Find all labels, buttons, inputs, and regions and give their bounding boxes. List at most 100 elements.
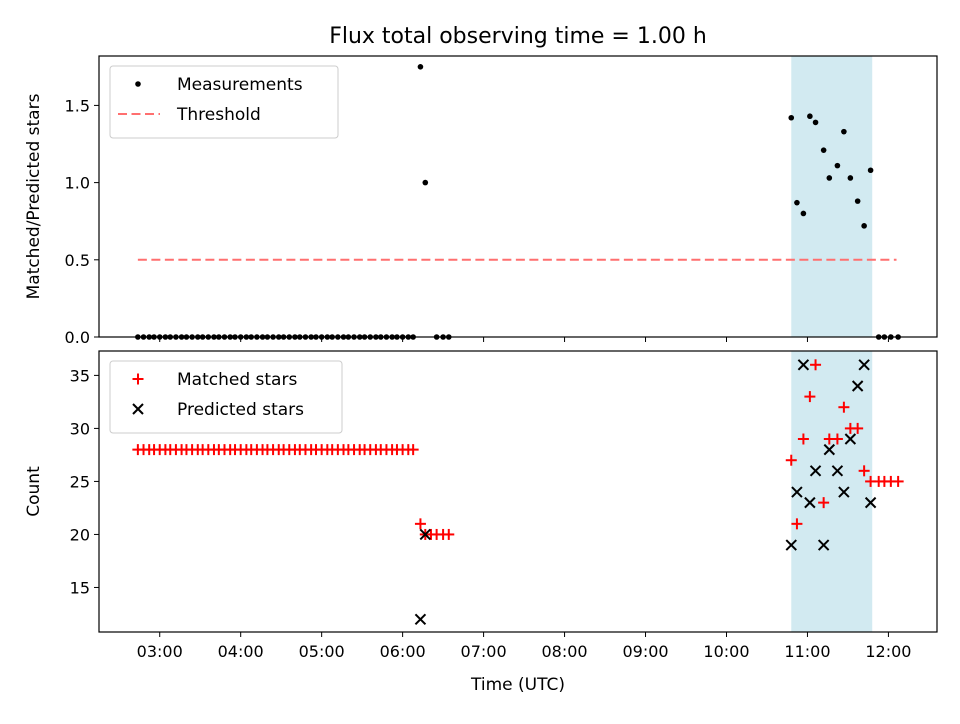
x-axis-label: Time (UTC) xyxy=(470,675,565,695)
matched-star-point xyxy=(797,433,809,445)
x-marker-b xyxy=(844,433,857,445)
x-marker-b xyxy=(804,496,816,509)
bottom-highlight-span xyxy=(791,351,873,632)
measurement-point xyxy=(417,64,424,70)
predicted-star-point xyxy=(414,613,427,625)
predicted-star-point xyxy=(823,443,836,456)
matched-star-point xyxy=(838,401,850,413)
measurement-point xyxy=(794,199,800,206)
legend-box xyxy=(109,65,339,139)
matched-star-point xyxy=(414,518,426,530)
x-marker-b xyxy=(823,443,836,456)
measurement-point xyxy=(841,128,847,135)
x-marker-b xyxy=(851,380,864,392)
x-tick-label: 12:00 xyxy=(865,642,911,661)
predicted-star-point xyxy=(858,359,870,371)
legend-label: Measurements xyxy=(177,75,303,95)
bottom-y-tick-label: 20 xyxy=(70,525,90,544)
predicted-star-point xyxy=(791,486,803,498)
x-marker-b xyxy=(414,613,427,625)
matched-star-point xyxy=(810,359,822,371)
bottom-y-tick-label: 30 xyxy=(70,419,90,438)
measurement-point xyxy=(788,114,795,121)
bottom-series-0 xyxy=(132,359,904,540)
bottom-y-axis-label: Count xyxy=(24,466,44,517)
top-y-tick-label: 0.0 xyxy=(65,328,90,347)
bottom-y-tick-label: 15 xyxy=(70,578,90,597)
matched-star-point xyxy=(858,465,870,477)
predicted-star-point xyxy=(785,539,797,551)
matched-star-point xyxy=(818,497,830,509)
top-y-tick-label: 0.5 xyxy=(65,251,90,270)
x-tick-label: 03:00 xyxy=(137,642,183,661)
measurement-point xyxy=(135,81,141,87)
measurement-point xyxy=(834,162,841,169)
predicted-star-point xyxy=(838,486,850,498)
matched-star-point xyxy=(804,391,816,403)
bottom-panel: 15 20 25 30 35 03:00 04:00 05:00 06:00 07:00 08:00… xyxy=(24,350,938,661)
x-marker-b xyxy=(864,496,877,509)
x-marker-b xyxy=(831,465,844,477)
bottom-legend: Matched stars Predicted stars xyxy=(109,360,343,434)
top-y-tick-label: 1.0 xyxy=(65,174,90,193)
measurement-point xyxy=(861,223,867,229)
top-y-axis-label: Matched/Predicted stars xyxy=(24,93,44,299)
x-tick-label: 05:00 xyxy=(299,642,345,661)
x-marker-b xyxy=(817,539,830,551)
bottom-axes-frame xyxy=(98,350,938,633)
measurement-point xyxy=(867,167,874,174)
top-panel: 0.0 0.5 1.0 1.5 Matched/Predicted stars Measu… xyxy=(24,55,938,347)
top-y-tick-label: 1.5 xyxy=(65,96,90,115)
predicted-star-point xyxy=(864,496,877,509)
chart-title: Flux total observing time = 1.00 h xyxy=(329,24,707,49)
legend-label: Threshold xyxy=(176,105,261,125)
matched-star-point xyxy=(785,454,797,466)
x-tick-label: 11:00 xyxy=(784,642,830,661)
x-marker-b xyxy=(797,359,810,371)
measurement-point xyxy=(826,175,833,181)
x-marker-b xyxy=(785,539,797,551)
measurement-point xyxy=(854,198,861,204)
predicted-star-point xyxy=(797,359,810,371)
x-marker-b xyxy=(838,486,850,498)
x-marker-b xyxy=(809,465,822,477)
matched-star-point xyxy=(831,433,843,445)
legend-label: Predicted stars xyxy=(177,400,304,420)
top-series-0 xyxy=(135,64,901,340)
x-tick-label: 07:00 xyxy=(461,642,507,661)
predicted-star-point xyxy=(419,528,432,541)
predicted-star-point xyxy=(851,380,864,392)
matched-star-point xyxy=(443,528,455,540)
x-marker-b xyxy=(419,528,432,541)
matched-star-point xyxy=(892,475,904,487)
predicted-star-point xyxy=(844,433,857,445)
top-legend: Measurements Threshold xyxy=(109,65,339,139)
x-tick-label: 06:00 xyxy=(380,642,426,661)
x-tick-label: 08:00 xyxy=(542,642,588,661)
predicted-star-point xyxy=(817,539,830,551)
measurement-point xyxy=(807,113,813,120)
x-tick-label: 04:00 xyxy=(218,642,264,661)
predicted-star-point xyxy=(804,496,816,509)
bottom-y-tick-label: 35 xyxy=(70,366,90,385)
measurement-point xyxy=(800,210,807,217)
predicted-star-point xyxy=(831,465,844,477)
predicted-star-point xyxy=(132,403,144,415)
measurement-point xyxy=(847,175,854,181)
top-highlight-span xyxy=(791,56,873,337)
legend-box xyxy=(109,360,343,434)
matched-star-point xyxy=(407,444,419,456)
matched-star-point xyxy=(852,422,864,434)
x-marker-b xyxy=(858,359,870,371)
top-axes-frame xyxy=(98,55,938,338)
x-marker-b xyxy=(791,486,803,498)
bottom-y-tick-label: 25 xyxy=(70,472,90,491)
x-tick-label: 10:00 xyxy=(703,642,749,661)
matched-star-point xyxy=(132,373,144,385)
matched-star-point xyxy=(791,518,803,530)
bottom-series-1 xyxy=(414,359,877,625)
predicted-star-point xyxy=(809,465,822,477)
legend-label: Matched stars xyxy=(177,370,297,390)
measurement-point xyxy=(820,147,827,153)
